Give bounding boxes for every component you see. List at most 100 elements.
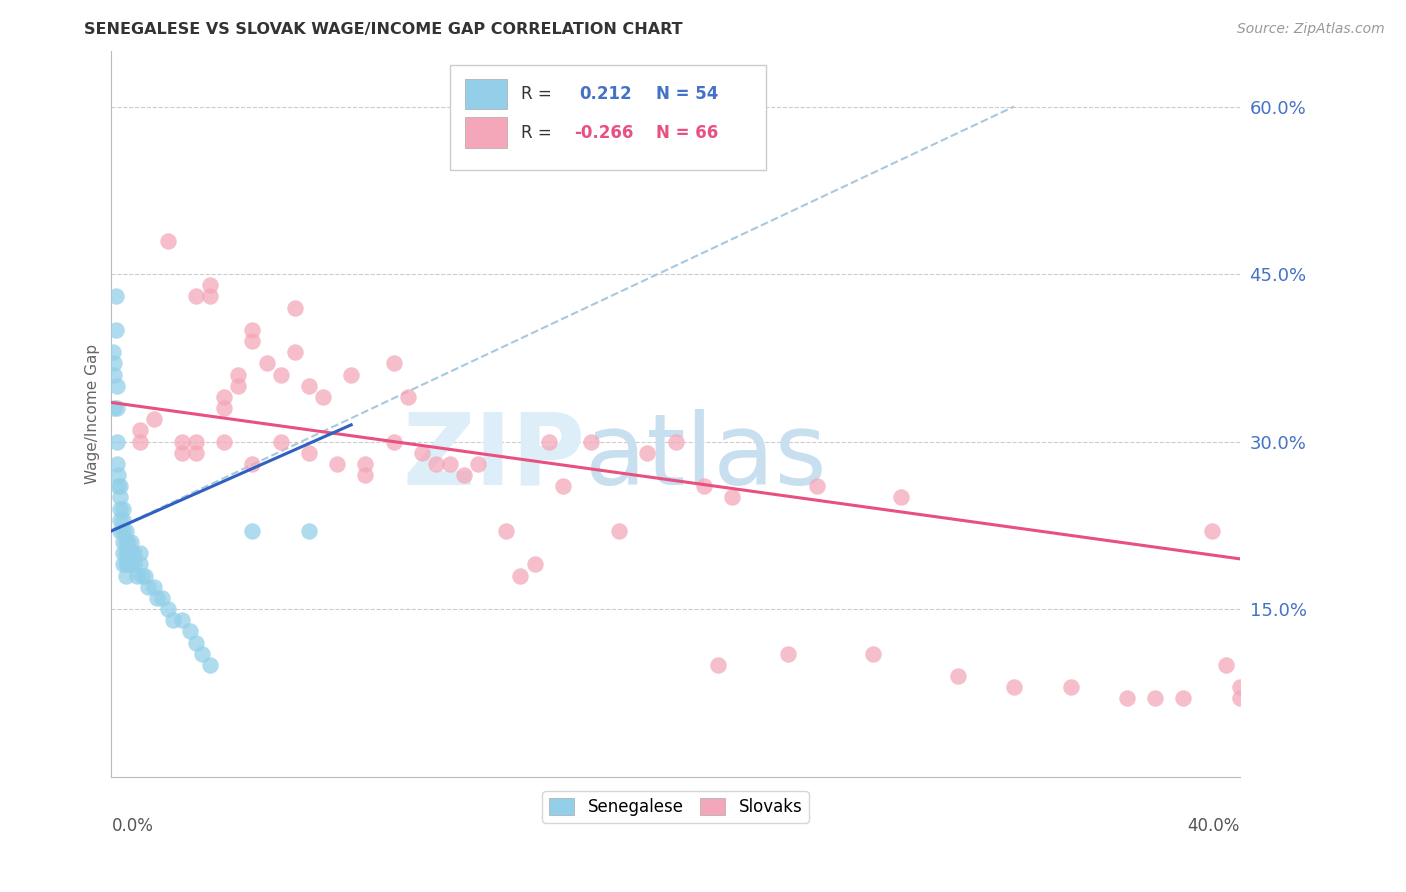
- Point: [125, 568, 148, 582]
- Point: [114, 535, 136, 549]
- Point: [256, 356, 278, 370]
- Point: [103, 368, 125, 382]
- Point: [122, 546, 145, 560]
- Point: [579, 434, 602, 449]
- Point: [108, 491, 131, 505]
- Point: [890, 491, 912, 505]
- Point: [284, 345, 307, 359]
- Point: [242, 457, 264, 471]
- Point: [184, 434, 207, 449]
- Point: [242, 323, 264, 337]
- Bar: [464, 79, 508, 110]
- Point: [693, 479, 716, 493]
- Point: [162, 613, 184, 627]
- Point: [142, 580, 165, 594]
- Point: [1173, 691, 1195, 706]
- Point: [312, 390, 335, 404]
- Point: [1002, 680, 1025, 694]
- Point: [284, 301, 307, 315]
- Point: [104, 323, 127, 337]
- Bar: [464, 118, 508, 148]
- Point: [156, 602, 179, 616]
- Point: [117, 558, 139, 572]
- Point: [636, 446, 658, 460]
- Point: [114, 558, 136, 572]
- Point: [721, 491, 744, 505]
- Point: [128, 434, 150, 449]
- Point: [101, 345, 124, 359]
- Text: N = 54: N = 54: [657, 86, 718, 103]
- Point: [212, 434, 235, 449]
- Point: [326, 457, 349, 471]
- Point: [111, 501, 134, 516]
- Point: [190, 647, 212, 661]
- Point: [114, 568, 136, 582]
- Point: [665, 434, 688, 449]
- Text: ZIP: ZIP: [402, 409, 585, 506]
- Point: [111, 535, 134, 549]
- Text: SENEGALESE VS SLOVAK WAGE/INCOME GAP CORRELATION CHART: SENEGALESE VS SLOVAK WAGE/INCOME GAP COR…: [84, 22, 683, 37]
- Point: [128, 546, 150, 560]
- Point: [120, 546, 142, 560]
- Point: [131, 568, 153, 582]
- Text: 0.0%: 0.0%: [111, 816, 153, 835]
- Point: [114, 524, 136, 538]
- Point: [136, 580, 159, 594]
- Text: R =: R =: [522, 86, 551, 103]
- Point: [495, 524, 517, 538]
- Point: [198, 278, 221, 293]
- Point: [198, 657, 221, 672]
- Point: [806, 479, 828, 493]
- Point: [1201, 524, 1223, 538]
- Point: [425, 457, 447, 471]
- Point: [946, 669, 969, 683]
- FancyBboxPatch shape: [450, 65, 766, 170]
- Point: [107, 479, 129, 493]
- Point: [354, 457, 377, 471]
- Point: [184, 635, 207, 649]
- Point: [537, 434, 560, 449]
- Point: [1059, 680, 1081, 694]
- Point: [1229, 680, 1251, 694]
- Point: [107, 468, 129, 483]
- Point: [105, 434, 128, 449]
- Point: [103, 401, 125, 415]
- Point: [270, 434, 292, 449]
- Point: [108, 501, 131, 516]
- Point: [128, 558, 150, 572]
- Point: [142, 412, 165, 426]
- Point: [117, 546, 139, 560]
- Point: [439, 457, 461, 471]
- Point: [242, 334, 264, 348]
- Text: atlas: atlas: [585, 409, 827, 506]
- Point: [453, 468, 475, 483]
- Point: [111, 513, 134, 527]
- Point: [184, 446, 207, 460]
- Point: [111, 558, 134, 572]
- Point: [396, 390, 419, 404]
- Point: [120, 535, 142, 549]
- Point: [108, 479, 131, 493]
- Point: [1116, 691, 1139, 706]
- Point: [128, 424, 150, 438]
- Point: [340, 368, 363, 382]
- Point: [228, 378, 250, 392]
- Point: [1144, 691, 1167, 706]
- Point: [707, 657, 730, 672]
- Point: [778, 647, 800, 661]
- Point: [111, 524, 134, 538]
- Point: [179, 624, 201, 639]
- Text: N = 66: N = 66: [657, 124, 718, 142]
- Text: Source: ZipAtlas.com: Source: ZipAtlas.com: [1237, 22, 1385, 37]
- Point: [1257, 680, 1279, 694]
- Point: [228, 368, 250, 382]
- Point: [354, 468, 377, 483]
- Point: [1229, 691, 1251, 706]
- Text: -0.266: -0.266: [574, 124, 634, 142]
- Point: [103, 356, 125, 370]
- Point: [134, 568, 156, 582]
- Point: [862, 647, 884, 661]
- Point: [607, 524, 630, 538]
- Point: [298, 378, 321, 392]
- Point: [242, 524, 264, 538]
